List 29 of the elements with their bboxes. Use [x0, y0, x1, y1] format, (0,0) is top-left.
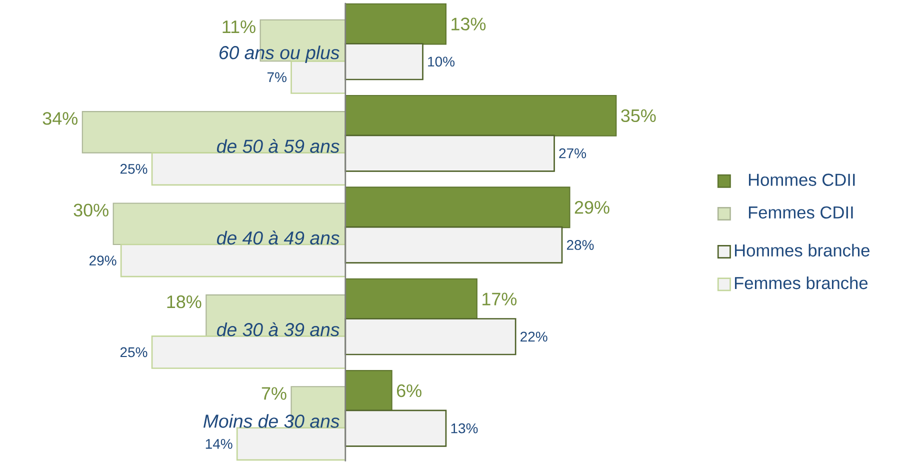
legend-label: Femmes branche: [734, 276, 868, 290]
data-label: 29%: [90, 255, 116, 266]
data-label: 14%: [206, 438, 232, 449]
y-tick-label: Moins de 30 ans: [203, 414, 340, 428]
data-label: 18%: [167, 295, 202, 308]
y-tick-label: de 30 à 39 ans: [216, 322, 340, 336]
legend-label: Hommes branche: [734, 244, 870, 256]
data-label: 22%: [520, 332, 548, 342]
y-tick-label: 60 ans ou plus: [219, 45, 340, 63]
data-label: 10%: [428, 56, 455, 66]
data-label: 7%: [267, 72, 286, 82]
data-label: 29%: [574, 200, 610, 214]
data-label: 30%: [74, 204, 108, 216]
legend-label: Femmes CDII: [748, 206, 853, 218]
data-label: 25%: [120, 347, 148, 358]
y-tick-label: de 40 à 49 ans: [216, 230, 340, 244]
data-label: 35%: [621, 109, 656, 122]
data-label: 34%: [42, 112, 78, 125]
data-label: 13%: [452, 18, 486, 30]
data-label: 13%: [451, 423, 478, 434]
data-label: 25%: [120, 164, 148, 174]
data-label: 11%: [222, 20, 256, 33]
y-tick-label: de 50 à 59 ans: [216, 138, 340, 153]
data-label: 7%: [262, 387, 286, 400]
legend-label: Hommes CDII: [748, 174, 855, 186]
data-label: 6%: [396, 384, 422, 397]
data-label: 28%: [566, 240, 594, 250]
data-label: 27%: [559, 148, 586, 158]
data-label: 17%: [482, 292, 517, 306]
